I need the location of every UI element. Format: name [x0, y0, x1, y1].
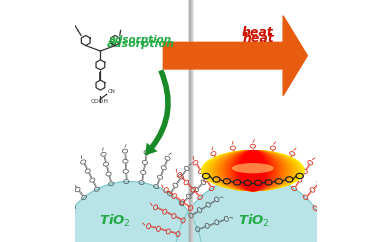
Ellipse shape	[212, 150, 294, 191]
Ellipse shape	[207, 150, 299, 191]
Text: heat: heat	[242, 26, 274, 39]
Ellipse shape	[219, 150, 287, 191]
Ellipse shape	[232, 163, 274, 173]
Bar	[189, 0, 192, 242]
Ellipse shape	[215, 150, 291, 191]
Ellipse shape	[238, 150, 268, 191]
Ellipse shape	[230, 150, 276, 191]
Ellipse shape	[213, 150, 293, 191]
Ellipse shape	[225, 150, 281, 191]
Ellipse shape	[235, 150, 271, 191]
Polygon shape	[163, 16, 307, 96]
Text: COOH: COOH	[90, 99, 108, 104]
FancyArrowPatch shape	[145, 69, 171, 155]
Ellipse shape	[209, 150, 297, 191]
Ellipse shape	[211, 150, 295, 191]
Ellipse shape	[220, 150, 286, 191]
Text: TiO$_2$: TiO$_2$	[238, 213, 270, 229]
Ellipse shape	[221, 150, 285, 191]
Ellipse shape	[229, 150, 277, 191]
Ellipse shape	[217, 150, 289, 191]
Text: TiO$_2$: TiO$_2$	[99, 213, 131, 229]
Ellipse shape	[226, 150, 280, 191]
Ellipse shape	[201, 150, 305, 191]
Ellipse shape	[227, 150, 279, 191]
Ellipse shape	[204, 150, 302, 191]
Ellipse shape	[228, 150, 278, 191]
Bar	[189, 0, 191, 242]
Ellipse shape	[208, 150, 298, 191]
Ellipse shape	[236, 150, 270, 191]
Ellipse shape	[240, 150, 266, 191]
Polygon shape	[57, 182, 202, 242]
Ellipse shape	[203, 150, 303, 191]
Ellipse shape	[233, 150, 273, 191]
Text: adsorption: adsorption	[109, 35, 172, 45]
Ellipse shape	[223, 150, 283, 191]
Ellipse shape	[224, 150, 282, 191]
Text: adsorption: adsorption	[106, 38, 174, 49]
Bar	[191, 0, 192, 242]
Ellipse shape	[222, 150, 284, 191]
Ellipse shape	[214, 150, 292, 191]
Ellipse shape	[234, 150, 272, 191]
Ellipse shape	[232, 150, 274, 191]
Ellipse shape	[206, 150, 300, 191]
Ellipse shape	[218, 150, 288, 191]
Ellipse shape	[216, 150, 290, 191]
Ellipse shape	[239, 150, 267, 191]
Ellipse shape	[237, 150, 269, 191]
Text: CN: CN	[107, 89, 115, 94]
Ellipse shape	[231, 150, 275, 191]
Polygon shape	[176, 177, 330, 242]
Ellipse shape	[202, 150, 304, 191]
Ellipse shape	[205, 150, 301, 191]
Ellipse shape	[210, 150, 296, 191]
Text: heat: heat	[243, 32, 275, 45]
